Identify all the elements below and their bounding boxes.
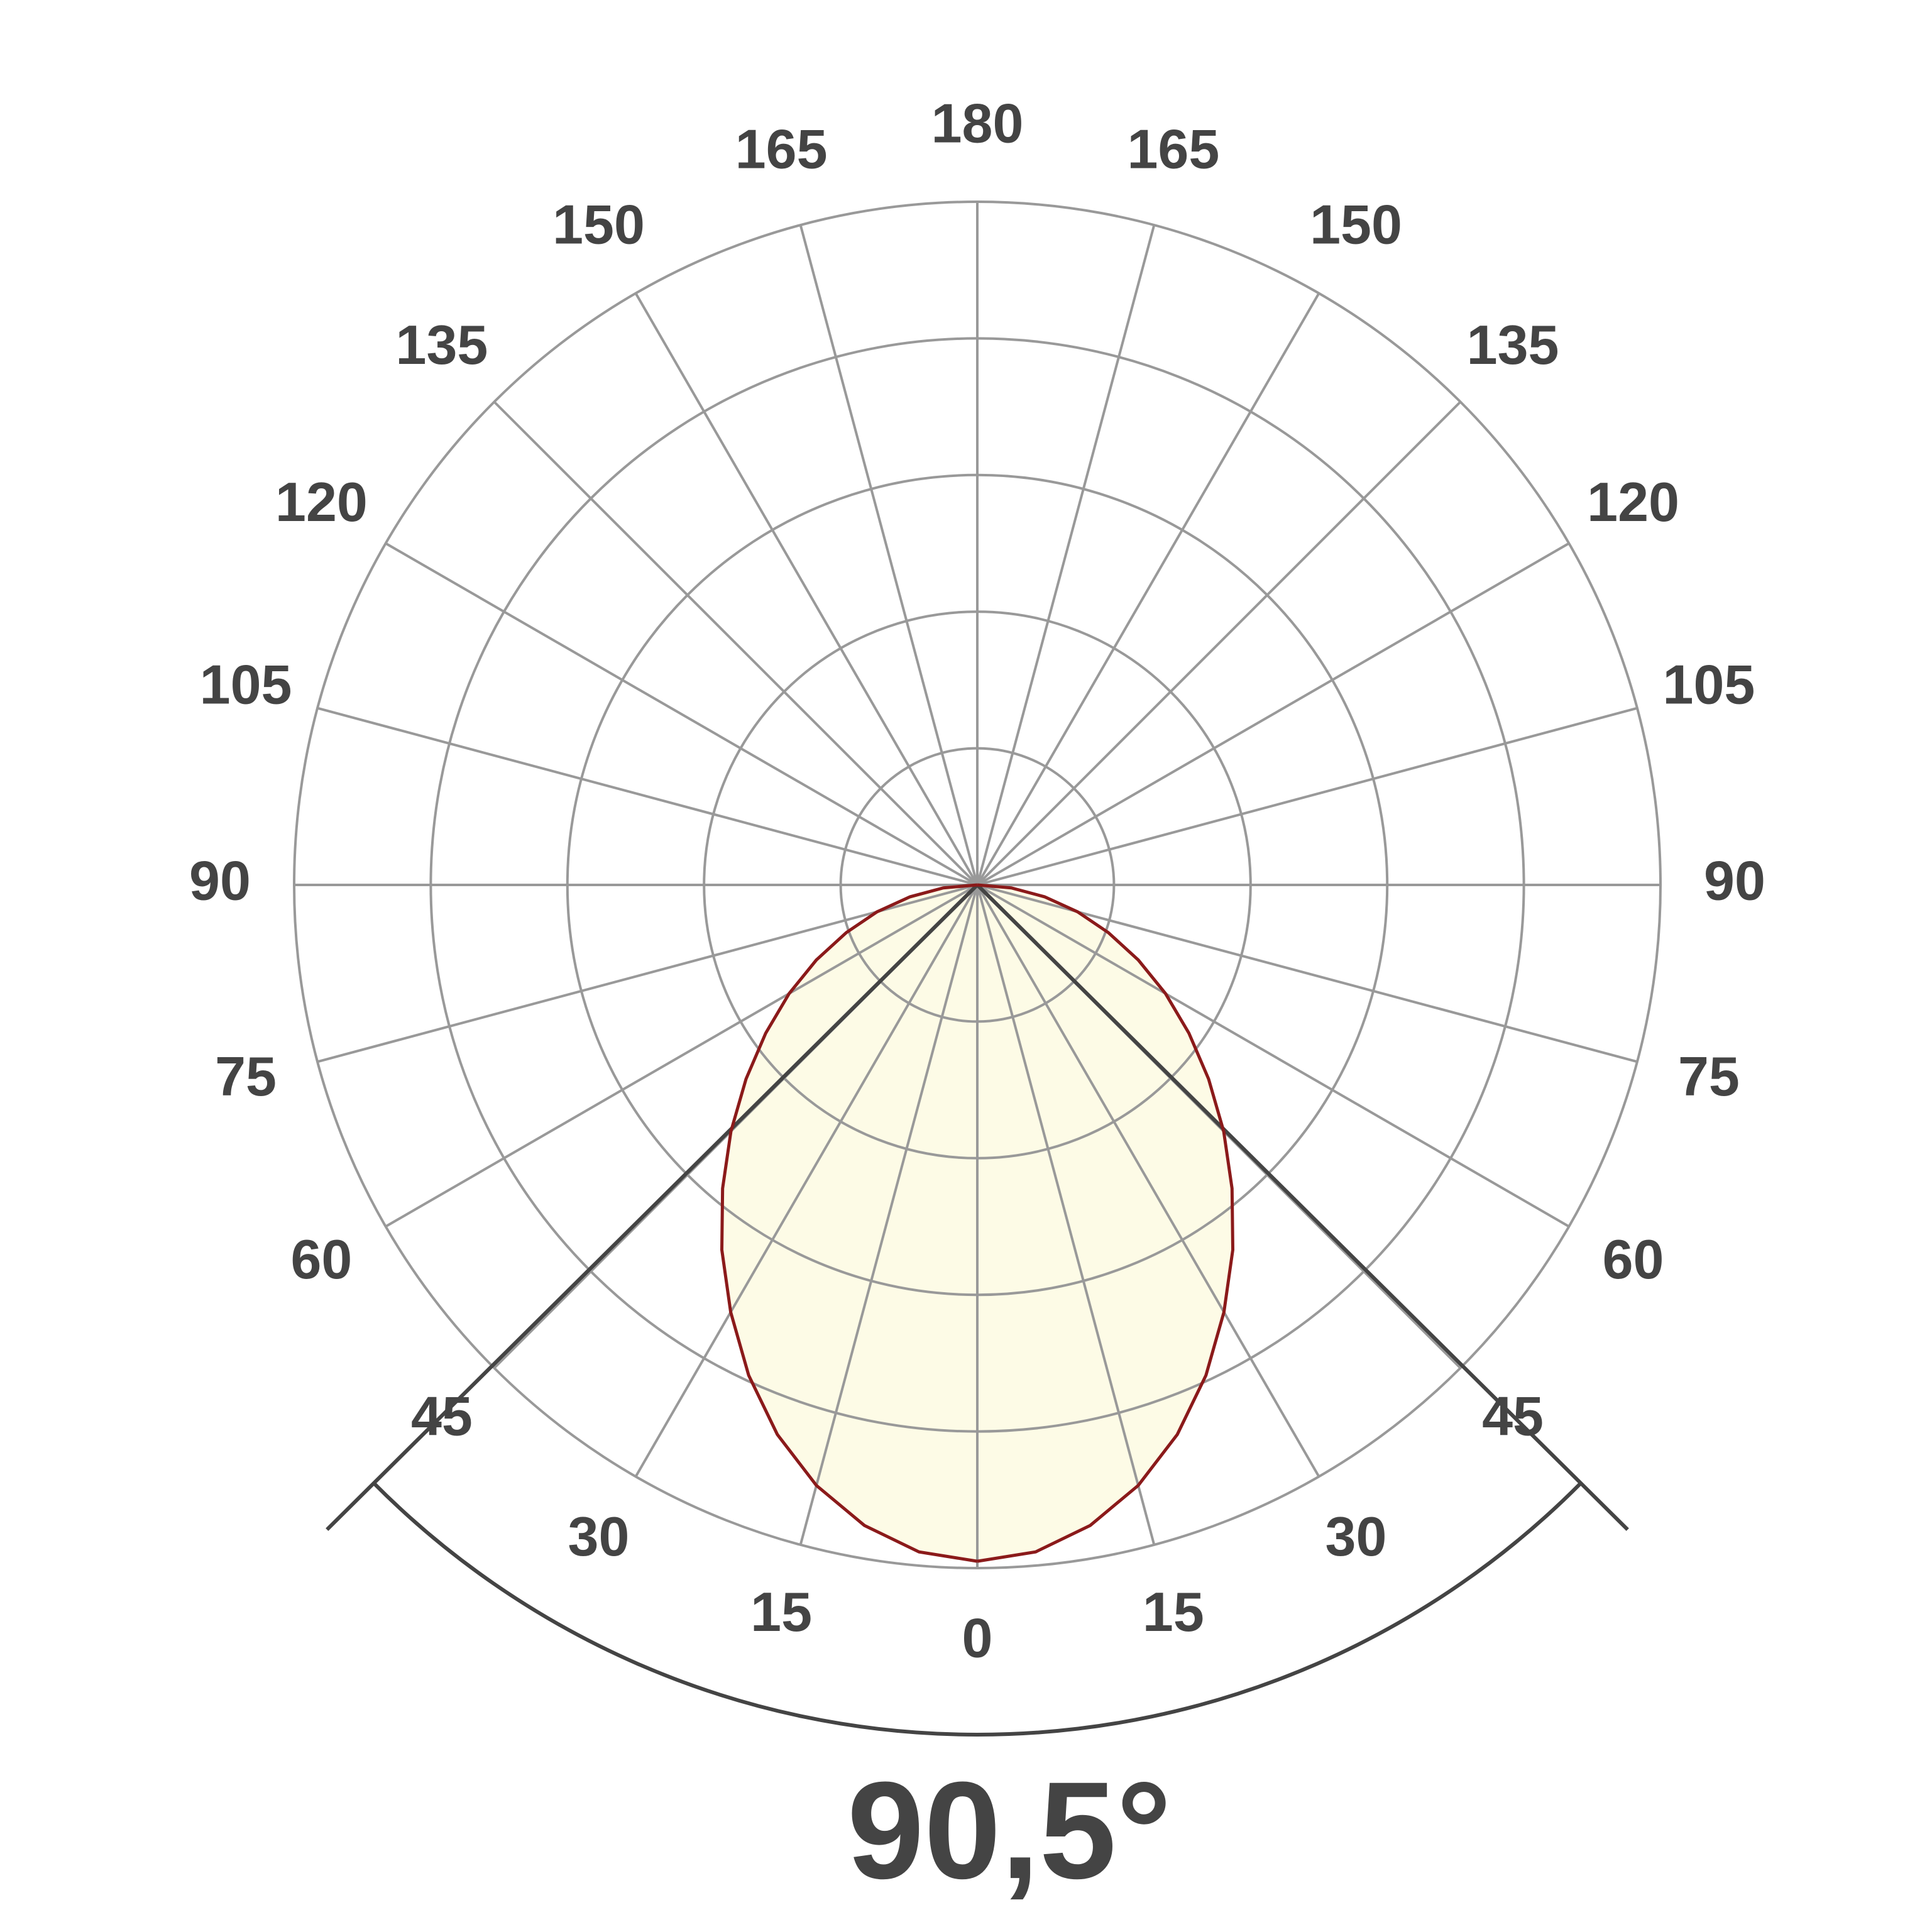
- grid-spoke: [385, 542, 978, 886]
- angle-label: 90: [1704, 849, 1765, 911]
- grid-spoke: [976, 884, 1320, 1478]
- beam-angle-label: 90,5°: [847, 1753, 1172, 1907]
- grid-spoke: [976, 292, 1320, 886]
- angle-label: 75: [215, 1045, 277, 1107]
- angle-label: 30: [1326, 1505, 1387, 1567]
- angle-label: 60: [1603, 1228, 1664, 1290]
- angle-label: 120: [1587, 471, 1679, 533]
- angle-label: 165: [735, 118, 828, 180]
- grid-spoke: [977, 884, 1570, 1228]
- grid-spoke: [634, 292, 979, 886]
- beam-line: [326, 883, 979, 1531]
- angle-label: 90: [189, 849, 251, 911]
- grid-spoke: [977, 542, 1570, 886]
- angle-label: 15: [1143, 1581, 1204, 1643]
- angle-label: 75: [1678, 1045, 1740, 1107]
- angle-label: 105: [200, 653, 292, 715]
- grid-spoke: [977, 706, 1638, 886]
- grid-spoke: [799, 884, 979, 1545]
- intensity-curve: [720, 883, 978, 1563]
- grid-spoke: [317, 706, 978, 886]
- intensity-curve: [977, 883, 1235, 1563]
- grid-spoke: [977, 884, 1638, 1063]
- beam-arc: [372, 1481, 1583, 1737]
- grid-spoke: [976, 224, 1156, 886]
- angle-label: 135: [1467, 314, 1559, 376]
- intensity-fill: [722, 885, 977, 1562]
- grid-spoke: [385, 884, 978, 1228]
- grid-spoke: [976, 400, 1462, 886]
- beam-line: [975, 883, 1629, 1531]
- angle-label: 0: [962, 1606, 993, 1669]
- grid-spoke: [976, 884, 1156, 1545]
- angle-label: 150: [552, 194, 645, 256]
- angle-label: 180: [931, 92, 1024, 154]
- grid-spoke: [493, 400, 979, 886]
- angle-label: 60: [290, 1228, 352, 1290]
- angle-label: 105: [1663, 653, 1755, 715]
- angle-label: 120: [275, 471, 368, 533]
- grid-spoke: [799, 224, 979, 886]
- intensity-fill: [977, 885, 1233, 1562]
- angle-label: 165: [1127, 118, 1219, 180]
- angle-label: 135: [396, 314, 488, 376]
- angle-label: 15: [750, 1581, 812, 1643]
- angle-label: 30: [568, 1505, 630, 1567]
- angle-label: 150: [1310, 194, 1402, 256]
- grid-spoke: [317, 884, 978, 1063]
- grid-spoke: [634, 884, 979, 1478]
